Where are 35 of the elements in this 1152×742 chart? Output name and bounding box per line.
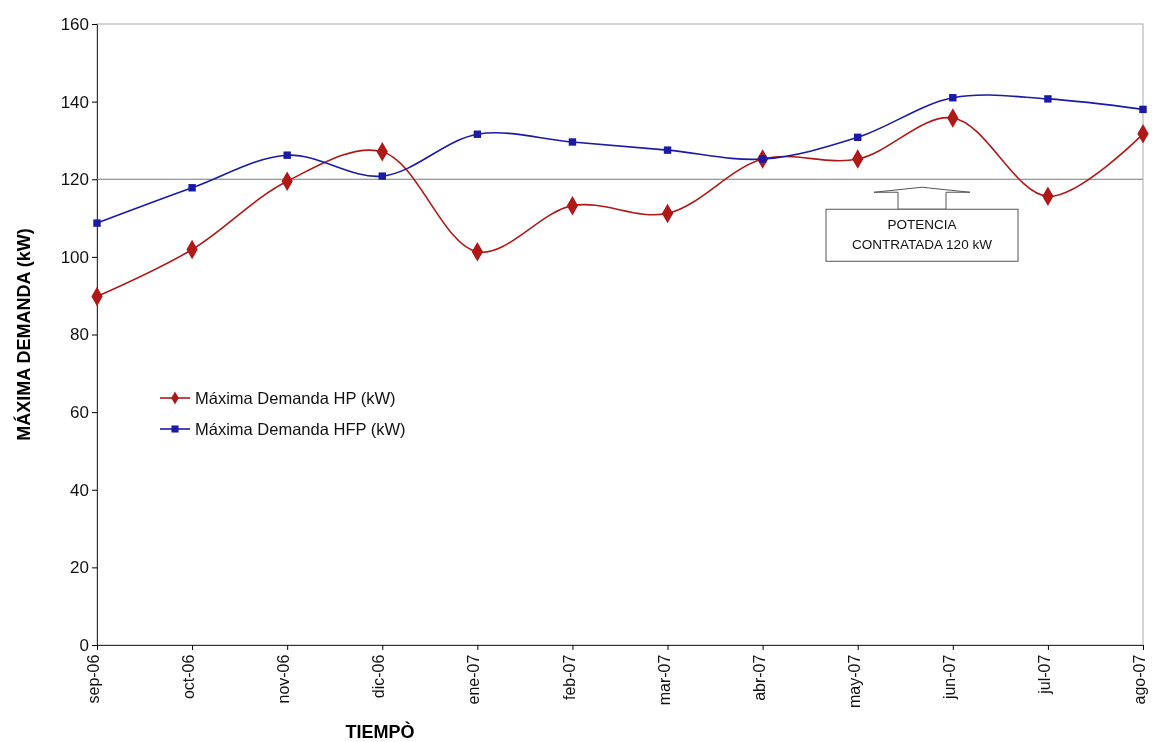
x-tick-label: jun-07 (940, 654, 958, 701)
legend-label: Máxima Demanda HFP (kW) (195, 420, 406, 438)
y-axis-title: MÁXIMA DEMANDA (kW) (13, 228, 34, 441)
legend-label: Máxima Demanda HP (kW) (195, 389, 396, 407)
y-tick-label: 120 (60, 170, 89, 190)
x-tick-label: oct-06 (180, 654, 198, 700)
y-tick-label: 140 (60, 92, 89, 112)
point (378, 172, 386, 180)
point (93, 219, 101, 227)
y-tick-label: 40 (70, 480, 89, 500)
y-tick-label: 0 (79, 635, 89, 655)
x-tick-label: feb-07 (560, 654, 578, 700)
point (188, 184, 196, 192)
x-tick-label: ene-07 (465, 654, 483, 705)
x-tick-label: ago-07 (1131, 654, 1149, 705)
point (949, 94, 957, 102)
x-tick-label: nov-06 (275, 654, 293, 704)
x-axis-title: TIEMPÒ (345, 721, 415, 742)
point (568, 138, 577, 146)
y-tick-label: 80 (70, 325, 89, 345)
x-tick-label: dic-06 (370, 654, 388, 699)
y-tick-label: 100 (60, 247, 89, 267)
x-tick-label: mar-07 (655, 654, 673, 706)
x-tick-label: jul-07 (1036, 654, 1054, 695)
point (663, 146, 672, 154)
point (1044, 95, 1052, 103)
y-tick-label: 20 (70, 558, 89, 578)
y-tick-label: 160 (60, 14, 89, 34)
x-tick-label: may-07 (845, 654, 863, 708)
point (283, 151, 291, 159)
y-tick-label: 60 (70, 403, 89, 423)
x-tick-label: abr-07 (750, 654, 768, 701)
x-tick-label: sep-06 (85, 654, 103, 704)
ref-line-label: POTENCIA CONTRATADA 120 kW (852, 217, 993, 253)
point (1139, 105, 1147, 114)
